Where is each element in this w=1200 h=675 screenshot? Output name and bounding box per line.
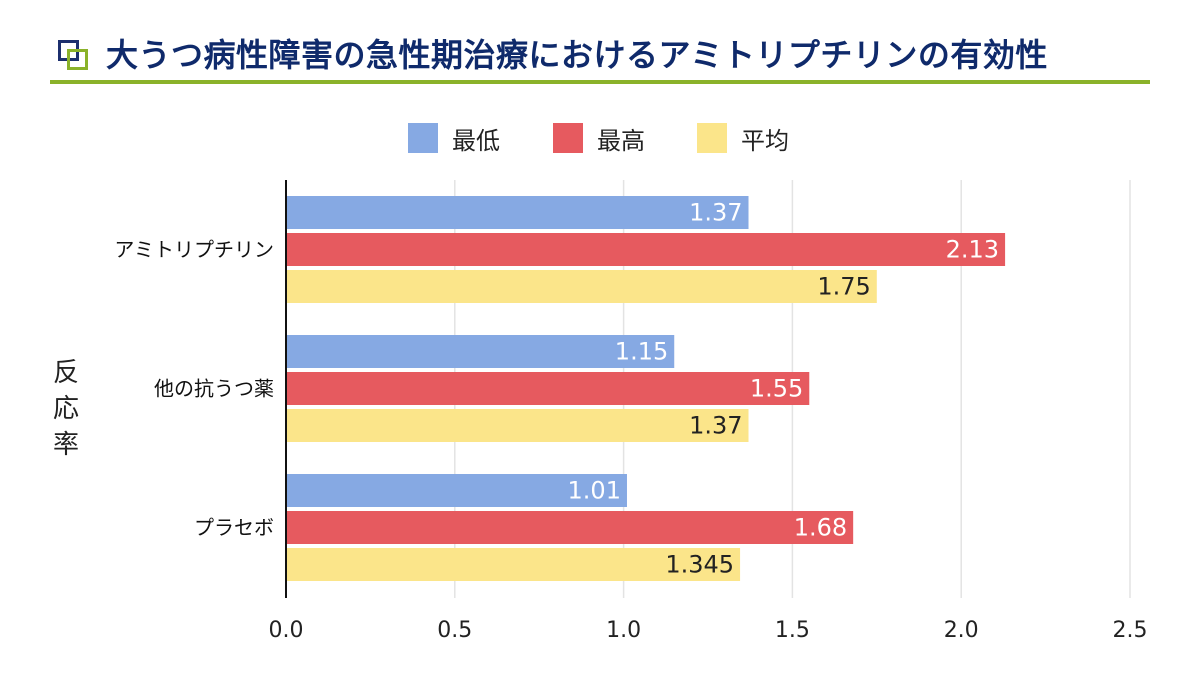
overlapping-squares-icon [58,40,88,70]
data-label: 1.345 [665,551,734,579]
bar [286,511,854,544]
title-bar: 大うつ病性障害の急性期治療におけるアミトリプチリンの有効性 [50,22,1150,86]
x-tick-label: 0.5 [437,618,472,643]
data-label: 1.15 [615,338,668,366]
legend-label: 最低 [452,126,500,155]
data-label: 1.37 [689,199,742,227]
bar [286,196,749,229]
bar [286,548,741,581]
chart-legend: 最低 最高 平均 [0,118,1200,158]
legend-item: 最低 [408,118,500,158]
bar [286,372,810,405]
category-label: 他の抗うつ薬 [154,377,274,401]
category-label: プラセボ [194,516,274,540]
data-label: 1.01 [568,477,621,505]
data-label: 2.13 [946,236,999,264]
x-tick-label: 1.5 [775,618,810,643]
bar [286,474,627,507]
legend-swatch [408,123,438,153]
x-tick-label: 2.5 [1113,618,1148,643]
data-label: 1.37 [689,412,742,440]
legend-swatch [697,123,727,153]
legend-swatch [553,123,583,153]
legend-label: 平均 [741,126,789,155]
legend-label: 最高 [597,126,645,155]
legend-item: 最高 [553,118,645,158]
legend-item: 平均 [697,118,789,158]
category-label: アミトリプチリン [114,238,274,262]
page-title: 大うつ病性障害の急性期治療におけるアミトリプチリンの有効性 [106,36,1048,74]
bar [286,270,877,303]
x-tick-label: 2.0 [944,618,979,643]
bar [286,409,749,442]
y-axis-label: 反応率 [52,358,79,460]
x-tick-label: 1.0 [606,618,641,643]
bar [286,233,1006,266]
x-tick-label: 0.0 [269,618,304,643]
data-label: 1.75 [817,273,870,301]
bar [286,335,675,368]
data-label: 1.68 [794,514,847,542]
title-underline [50,80,1150,84]
data-label: 1.55 [750,375,803,403]
